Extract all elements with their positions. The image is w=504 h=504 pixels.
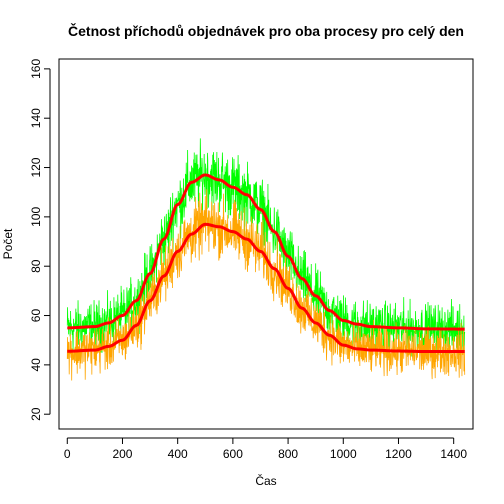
y-tick-label: 140 bbox=[29, 108, 43, 128]
series-noisy-lower-line bbox=[66, 189, 466, 381]
x-tick-label: 800 bbox=[278, 447, 298, 461]
y-axis: 20 40 60 80 100 120 140 160 bbox=[29, 59, 51, 421]
y-tick-label: 60 bbox=[29, 309, 43, 323]
series-smooth-lower-line bbox=[67, 222, 465, 354]
x-tick-label: 400 bbox=[168, 447, 188, 461]
y-tick-label: 80 bbox=[29, 259, 43, 273]
y-tick-label: 120 bbox=[29, 157, 43, 177]
x-tick-label: 1000 bbox=[330, 447, 357, 461]
chart-title: Četnost příchodů objednávek pro oba proc… bbox=[68, 22, 464, 39]
y-axis-title: Počet bbox=[1, 228, 15, 259]
x-tick-label: 1400 bbox=[440, 447, 467, 461]
x-tick-label: 600 bbox=[223, 447, 243, 461]
series-layer bbox=[66, 138, 466, 381]
y-tick-label: 20 bbox=[29, 407, 43, 421]
series-smooth-upper-line bbox=[67, 173, 465, 331]
y-tick-label: 40 bbox=[29, 358, 43, 372]
x-tick-label: 200 bbox=[112, 447, 132, 461]
x-axis-title: Čas bbox=[255, 473, 276, 488]
x-axis: 0 200 400 600 800 1000 1200 1400 bbox=[64, 437, 467, 461]
plot-frame bbox=[58, 58, 474, 430]
x-tick-label: 1200 bbox=[385, 447, 412, 461]
x-tick-label: 0 bbox=[64, 447, 71, 461]
y-tick-label: 160 bbox=[29, 59, 43, 79]
y-tick-label: 100 bbox=[29, 207, 43, 227]
